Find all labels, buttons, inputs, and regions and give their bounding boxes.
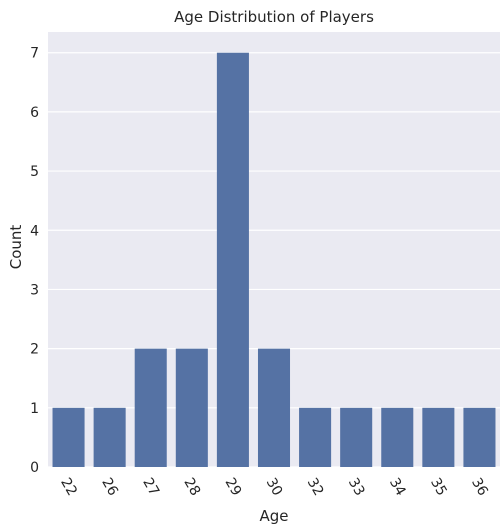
bar-age-36 [463,407,496,467]
bar-age-26 [93,407,126,467]
y-tick-label: 2 [30,342,39,358]
bar-age-34 [381,407,414,467]
x-tick-label-28: 28 [180,475,203,498]
y-tick-label: 6 [30,105,39,121]
x-tick-label-29: 29 [222,475,245,498]
x-tick-label-34: 34 [386,475,409,499]
y-tick-label: 4 [30,223,39,239]
y-axis-label: Count [7,225,25,270]
x-tick-label-35: 35 [427,475,450,498]
y-tick-label: 5 [30,164,39,180]
bar-age-30 [257,348,291,467]
bar-age-35 [422,407,455,467]
y-tick-label: 0 [30,460,39,476]
y-tick-label: 3 [30,282,39,298]
x-tick-label-32: 32 [304,475,327,498]
x-tick-label-27: 27 [139,475,162,498]
y-tick-labels: 0 1 2 3 4 5 6 7 [30,46,39,476]
x-tick-label-30: 30 [263,475,286,498]
bar-age-33 [340,407,373,467]
bar-age-29 [216,52,249,467]
x-tick-label-26: 26 [98,475,121,499]
x-tick-label-22: 22 [57,475,80,498]
chart-title: Age Distribution of Players [174,8,374,26]
bar-age-22 [52,407,85,467]
x-tick-labels: 22 26 27 28 29 30 32 33 34 35 36 [57,475,491,499]
bars [52,52,496,467]
bar-age-32 [299,407,332,467]
x-tick-label-33: 33 [345,475,368,498]
bar-age-27 [134,348,167,467]
y-tick-label: 7 [30,46,39,62]
bar-age-28 [175,348,208,467]
x-axis-label: Age [259,507,288,525]
y-tick-label: 1 [30,401,39,417]
x-tick-label-36: 36 [468,475,491,499]
